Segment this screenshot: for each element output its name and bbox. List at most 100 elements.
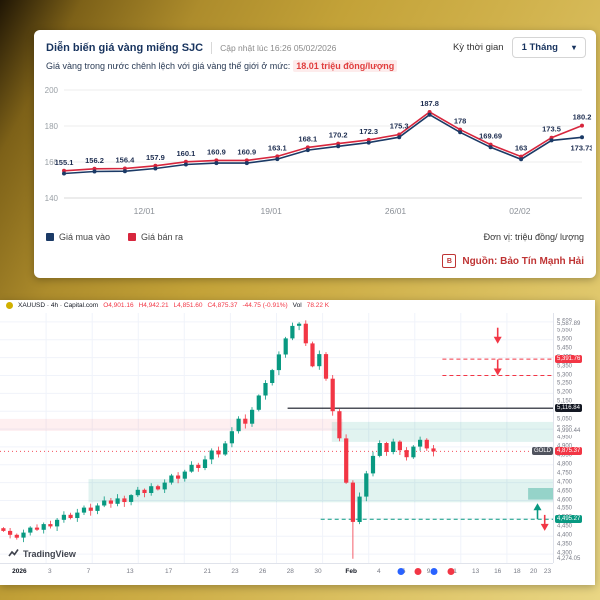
time-tick-label: 30 [314,568,322,575]
svg-text:156.4: 156.4 [116,156,136,165]
price-tick-label: 4,700 [557,479,573,486]
price-tick-label: 4,450 [557,523,573,530]
price-tick-label: 5,050 [557,416,573,423]
svg-text:26/01: 26/01 [385,206,407,216]
time-tick-label: 20 [530,568,538,575]
svg-text:173.5: 173.5 [542,125,561,134]
price-tick-label: 5,150 [557,398,573,405]
sjc-card-header: Diễn biến giá vàng miếng SJC Cập nhật lú… [46,37,586,58]
svg-text:02/02: 02/02 [509,206,531,216]
legend-buy-label: Giá mua vào [59,232,111,242]
symbol-title[interactable]: XAUUSD · 4h · Capital.com [18,302,99,309]
tv-symbol-header: XAUUSD · 4h · Capital.com O4,901.16 H4,9… [6,302,329,309]
price-tick-label: 5,350 [557,363,573,370]
buy-series-swatch [46,233,54,241]
price-tick-label: 4,850 [557,452,573,459]
price-tick-label: 4,900 [557,443,572,450]
svg-text:163: 163 [515,144,528,153]
svg-text:200: 200 [45,86,59,95]
price-tick-label: 4,550 [557,505,573,512]
sjc-gold-price-card: Diễn biến giá vàng miếng SJC Cập nhật lú… [34,30,596,278]
price-axis[interactable]: 4,3004,3504,4004,4504,5004,5504,6004,650… [531,313,595,563]
legend-item-sell: Giá bán ra [128,232,183,242]
svg-text:180: 180 [45,122,59,131]
svg-text:169.69: 169.69 [479,132,502,141]
time-tick-label: 16 [494,568,502,575]
price-tick-label: 4,400 [557,532,573,539]
spread-highlight-value: 18.01 triệu đồng/lượng [293,60,398,72]
time-tick-label: 23 [543,568,552,575]
price-change: -44.75 (-0.91%) [242,302,288,309]
svg-text:163.1: 163.1 [268,143,287,152]
period-label: Kỳ thời gian [452,42,504,53]
spread-subtitle: Giá vàng trong nước chênh lệch với giá v… [46,60,398,72]
price-axis-label: 4,495.27 [555,515,583,524]
ohlc-open: O4,901.16 [103,302,134,309]
price-axis-label: 5,587.89 [555,320,583,329]
time-tick-label: 13 [126,568,134,575]
price-tick-label: 5,200 [557,389,573,396]
time-tick-label: 4 [376,568,381,575]
svg-text:187.8: 187.8 [420,99,439,108]
time-tick-label: 23 [231,568,239,575]
period-selector-group: Kỳ thời gian 1 Tháng ▾ [453,37,586,58]
svg-text:180.2: 180.2 [573,113,592,122]
time-tick-label: 7 [86,568,91,575]
volume-label: Vol [292,302,302,309]
price-axis-label: 4,875.37 GOLD [531,447,583,456]
candlestick-plot[interactable] [0,313,553,563]
unit-label: Đơn vị: triệu đồng/ lượng [483,232,584,242]
svg-text:170.2: 170.2 [329,131,348,140]
chart-legend: Giá mua vào Giá bán ra [46,232,183,242]
ohlc-low: L4,851.60 [173,302,203,309]
svg-text:160.1: 160.1 [177,149,196,158]
sjc-line-chart: 140 160 180 200 12/01 19/01 26/01 02/02 155.1 156… [45,86,592,216]
period-value: 1 Tháng [521,42,558,53]
ohlc-high: H4,942.21 [138,302,169,309]
volume-value: 78.22 K [306,302,330,309]
svg-text:157.9: 157.9 [146,153,165,162]
time-tick-label: 2026 [12,568,27,575]
price-tick-label: 5,550 [557,327,573,334]
svg-text:160: 160 [45,158,59,167]
time-tick-label: Feb [345,568,357,575]
ohlc-close: C4,875.37 [207,302,238,309]
svg-text:156.2: 156.2 [85,156,104,165]
tradingview-logo[interactable]: TradingView [8,548,76,559]
candlestick-chart[interactable] [0,313,553,563]
series-symbol-tag: GOLD [531,447,553,456]
time-tick-label: 21 [203,568,211,575]
price-tick-label: 4,600 [557,497,573,503]
svg-text:155.1: 155.1 [55,158,74,167]
timeline-reaction-icon[interactable] [397,568,405,575]
time-tick-label: 18 [513,568,521,575]
sell-series-swatch [128,233,137,241]
bao-tin-manh-hai-logo-icon: B [442,254,457,268]
price-axis-label: 5,391.76 [555,355,583,364]
time-tick-label: 17 [165,568,173,575]
time-tick-label: 26 [259,568,267,575]
price-tick-label: 5,450 [557,345,573,352]
timeline-reaction-icon[interactable] [447,568,455,575]
price-tick-label: 4,300 [557,550,573,557]
svg-text:178: 178 [454,117,467,126]
price-tick-label: 5,500 [557,336,573,343]
time-tick-label: 9 [426,568,431,575]
svg-text:140: 140 [45,194,59,203]
time-tick-label: 28 [286,568,294,575]
spread-subtitle-text: Giá vàng trong nước chênh lệch với giá v… [46,61,291,71]
svg-text:160.9: 160.9 [207,147,226,156]
svg-text:160.9: 160.9 [237,147,256,156]
timeline-reaction-icon[interactable] [414,568,421,575]
time-tick-label: 3 [47,568,52,575]
tradingview-chart-card: XAUUSD · 4h · Capital.com O4,901.16 H4,9… [0,300,595,585]
price-tick-label: 4,350 [557,541,573,548]
period-dropdown[interactable]: 1 Tháng ▾ [511,37,586,58]
price-tick-label: 4,750 [557,470,573,477]
symbol-icon [6,302,13,309]
time-axis[interactable]: 20263713172123262830Feb469111316182023 [0,563,553,579]
svg-text:173.73: 173.73 [571,143,592,152]
header-divider [211,41,213,54]
timeline-reaction-icon[interactable] [430,568,438,575]
